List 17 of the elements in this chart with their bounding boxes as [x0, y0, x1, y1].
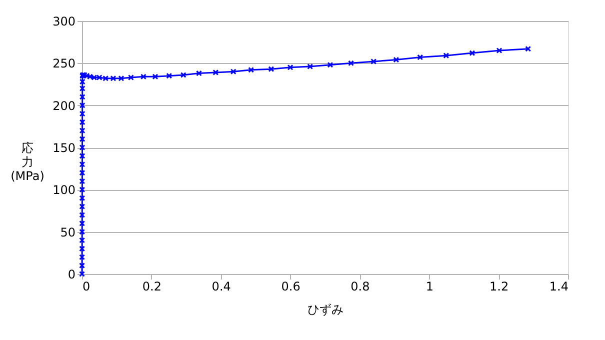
x-tick-label: 0.4: [212, 280, 231, 294]
x-axis-title: ひずみ: [308, 302, 344, 316]
x-tick-label: 1.2: [490, 280, 509, 294]
x-tick-label: 0.6: [281, 280, 300, 294]
y-axis-title: 応力(MPa): [10, 141, 44, 183]
y-tick-label: 250: [52, 56, 76, 71]
x-tick-label: 0.8: [350, 280, 370, 294]
x-tick-label: 1.4: [549, 280, 568, 294]
y-tick-label: 300: [52, 14, 76, 28]
y-tick-label: 0: [68, 268, 76, 282]
y-tick-label: 200: [52, 98, 76, 113]
x-tick-label: 0.2: [142, 280, 162, 294]
y-tick-label: 100: [52, 183, 76, 198]
y-tick-label: 50: [60, 225, 76, 240]
x-tick-label: 0: [82, 280, 90, 294]
y-tick-label: 150: [52, 141, 76, 155]
x-tick-label: 1: [426, 280, 434, 294]
